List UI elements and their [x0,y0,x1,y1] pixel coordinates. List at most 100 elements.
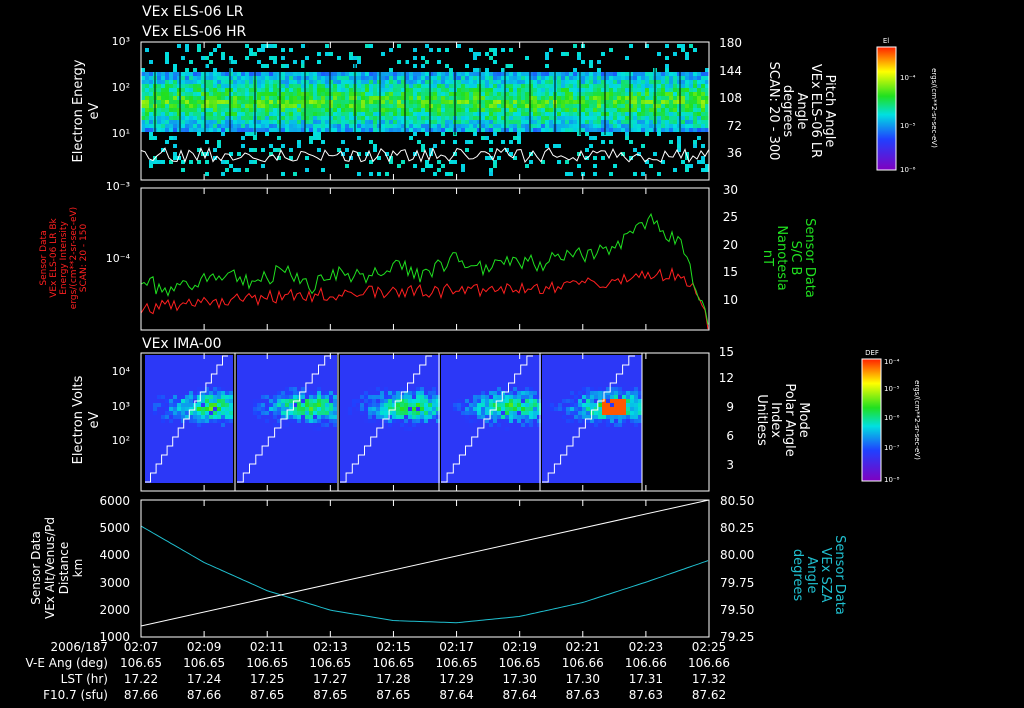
spectrogram-cell [373,100,377,104]
spectrogram-cell [425,116,429,120]
spectrogram-cell [613,104,617,108]
spectrogram-cell [293,80,297,84]
ion-cell [333,431,337,435]
spectrogram-cell [233,168,237,172]
ion-cell [340,447,344,451]
ion-cell [217,455,221,459]
spectrogram-cell [505,88,509,92]
spectrogram-cell [241,108,245,112]
spectrogram-cell [261,104,265,108]
spectrogram-cell [393,72,397,76]
spectrogram-cell [149,116,153,120]
ion-cell [428,391,432,395]
spectrogram-cell [289,72,293,76]
spectrogram-cell [433,112,437,116]
spectrogram-cell [605,76,609,80]
spectrogram-cell [297,76,301,80]
ion-cell [333,355,337,359]
spectrogram-cell [389,96,393,100]
spectrogram-cell [301,80,305,84]
ion-cell [424,463,428,467]
spectrogram-cell [517,88,521,92]
ion-cell [289,371,293,375]
ion-cell [269,363,273,367]
spectrogram-cell [201,124,205,128]
spectrogram-cell [285,72,289,76]
spectrogram-cell [241,100,245,104]
ion-cell [285,471,289,475]
ion-cell [173,403,177,407]
ion-cell [340,387,344,391]
spectrogram-cell [525,128,529,132]
spectrogram-cell [229,60,233,64]
ion-cell [368,367,372,371]
spectrogram-cell [185,112,189,116]
spectrogram-cell [437,60,441,64]
ion-cell [165,391,169,395]
spectrogram-cell [545,116,549,120]
ion-cell [380,471,384,475]
spectrogram-cell [677,72,681,76]
spectrogram-cell [541,128,545,132]
ion-cell [249,479,253,483]
spectrogram-cell [161,124,165,128]
ion-cell [445,407,449,411]
ion-cell [197,371,201,375]
spectrogram-cell [501,84,505,88]
spectrogram-cell [505,76,509,80]
spectrogram-cell [445,84,449,88]
spectrogram-cell [325,52,329,56]
ion-cell [265,459,269,463]
ion-cell [400,451,404,455]
spectrogram-cell [301,108,305,112]
ion-cell [273,391,277,395]
spectrogram-cell [401,128,405,132]
ion-cell [245,387,249,391]
ion-cell [185,415,189,419]
ion-cell [245,455,249,459]
ion-cell [340,383,344,387]
ion-cell [301,455,305,459]
ion-cell [281,407,285,411]
spectrogram-cell [373,148,377,152]
spectrogram-cell [177,96,181,100]
ion-cell [333,447,337,451]
spectrogram-cell [509,100,513,104]
ion-cell [309,467,313,471]
spectrogram-cell [257,128,261,132]
spectrogram-cell [493,160,497,164]
ion-cell [221,443,225,447]
spectrogram-cell [433,116,437,120]
ion-cell [380,463,384,467]
ion-cell [309,367,313,371]
spectrogram-cell [301,124,305,128]
spectrogram-cell [321,84,325,88]
spectrogram-cell [521,116,525,120]
ion-cell [313,375,317,379]
spectrogram-cell [465,140,469,144]
ion-cell [408,427,412,431]
spectrogram-cell [141,88,145,92]
spectrogram-cell [305,156,309,160]
spectrogram-cell [549,116,553,120]
spectrogram-cell [469,104,473,108]
spectrogram-cell [161,76,165,80]
ion-cell [165,471,169,475]
ion-cell [261,383,265,387]
spectrogram-cell [377,80,381,84]
spectrogram-cell [537,128,541,132]
spectrogram-cell [605,108,609,112]
ion-cell [181,443,185,447]
spectrogram-cell [457,72,461,76]
spectrogram-cell [333,100,337,104]
spectrogram-cell [405,124,409,128]
spectrogram-cell [561,100,565,104]
ion-cell [177,391,181,395]
ion-cell [404,363,408,367]
spectrogram-cell [541,120,545,124]
ion-cell [297,379,301,383]
spectrogram-cell [221,80,225,84]
ion-cell [221,383,225,387]
ion-cell [289,463,293,467]
ion-cell [344,403,348,407]
